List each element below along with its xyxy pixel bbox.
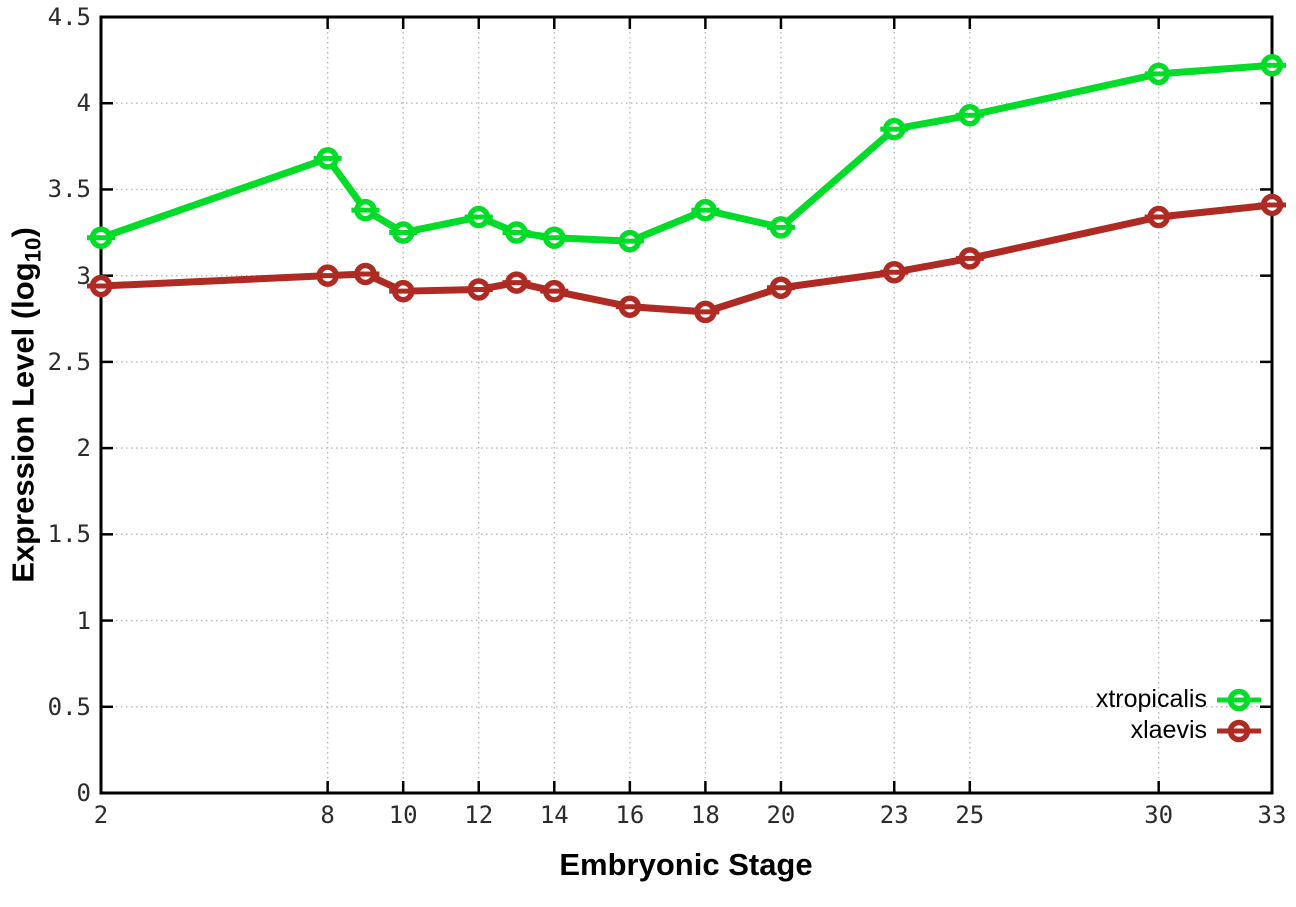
y-tick-label: 4 bbox=[76, 89, 91, 118]
x-tick-label: 25 bbox=[955, 801, 985, 829]
y-tick-label: 0.5 bbox=[47, 692, 91, 721]
y-tick-label: 3.5 bbox=[47, 175, 91, 204]
y-tick-label: 1 bbox=[76, 606, 91, 635]
series-line-xtropicalis bbox=[99, 61, 1273, 245]
y-tick-label: 3 bbox=[76, 261, 91, 290]
x-tick-label: 23 bbox=[879, 801, 909, 829]
legend-entry-xlaevis: xlaevis bbox=[1096, 715, 1262, 746]
legend-label-xlaevis: xlaevis bbox=[1130, 716, 1207, 744]
series-marker-icon bbox=[1217, 688, 1261, 711]
legend-entry-xtropicalis: xtropicalis bbox=[1096, 684, 1262, 715]
y-tick-label: 4.5 bbox=[47, 3, 91, 31]
y-axis-title-text: Expression Level (log bbox=[5, 262, 41, 583]
y-tick-label: 2 bbox=[76, 434, 91, 463]
x-tick-label: 18 bbox=[690, 801, 720, 829]
y-axis-title-suffix: ) bbox=[5, 227, 41, 238]
legend-label-xtropicalis: xtropicalis bbox=[1095, 685, 1207, 713]
x-tick-label: 20 bbox=[766, 801, 796, 829]
x-tick-label: 33 bbox=[1257, 801, 1287, 829]
x-tick-label: 2 bbox=[93, 801, 109, 829]
x-tick-label: 16 bbox=[615, 801, 645, 829]
y-axis-title: Expression Level (log10) bbox=[5, 227, 46, 583]
x-tick-label: 12 bbox=[464, 801, 494, 829]
y-axis-title-subscript: 10 bbox=[20, 237, 46, 263]
y-tick-label: 2.5 bbox=[47, 347, 91, 376]
axis-border bbox=[99, 15, 1274, 795]
x-tick-label: 14 bbox=[539, 801, 569, 829]
x-tick-label: 30 bbox=[1144, 801, 1174, 829]
y-tick-label: 1.5 bbox=[47, 520, 91, 549]
x-tick-label: 8 bbox=[320, 801, 335, 829]
series-marker-icon bbox=[1217, 719, 1261, 742]
x-tick-label: 10 bbox=[388, 801, 418, 829]
legend: xtropicalis xlaevis bbox=[1096, 684, 1262, 746]
y-tick-label: 0 bbox=[76, 779, 91, 807]
x-axis-title: Embryonic Stage bbox=[559, 847, 813, 882]
